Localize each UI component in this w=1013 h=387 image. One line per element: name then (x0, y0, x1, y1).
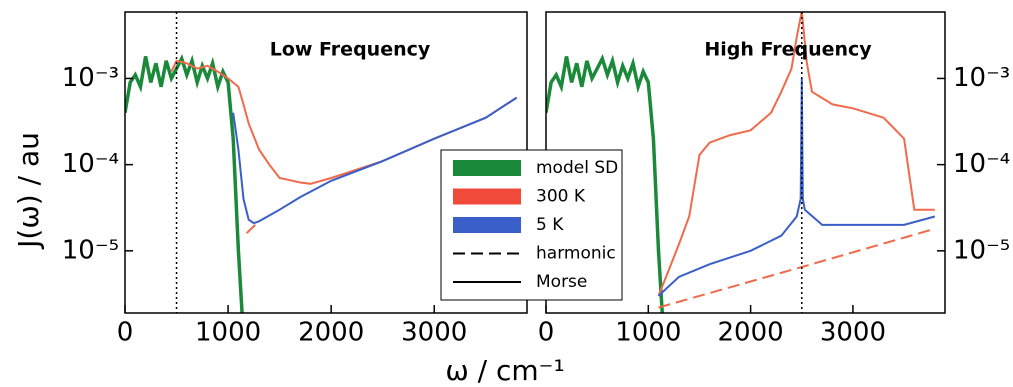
x-tick-label: 0 (538, 318, 555, 348)
y-tick-label: 10⁻³ (62, 63, 119, 93)
series-line (232, 96, 518, 225)
x-tick-label: 1000 (615, 318, 681, 348)
series-line (657, 78, 936, 297)
x-tick-label: 0 (117, 318, 134, 348)
legend-label: model SD (536, 158, 618, 178)
panel-title: High Frequency (704, 39, 872, 61)
y-tick-label: 10⁻⁵ (953, 235, 1010, 265)
x-tick-label: 3000 (401, 318, 467, 348)
x-tick-label: 2000 (298, 318, 364, 348)
plot-area (125, 54, 518, 313)
y-axis-label: J(ω) / au (12, 132, 45, 250)
legend-swatch (453, 188, 521, 205)
x-tick-label: 2000 (718, 318, 784, 348)
legend-label: harmonic (536, 244, 616, 264)
legend-label: 300 K (536, 187, 586, 207)
series-line (546, 53, 665, 313)
series-line (657, 12, 935, 297)
x-axis-label: ω / cm⁻¹ (445, 354, 564, 387)
y-tick-label: 10⁻⁴ (953, 149, 1010, 179)
legend-swatch (453, 160, 521, 176)
legend-label: 5 K (536, 215, 564, 235)
x-tick-label: 1000 (195, 318, 261, 348)
legend-label: Morse (536, 272, 587, 292)
y-tick-label: 10⁻⁴ (62, 149, 119, 179)
x-tick-label: 3000 (820, 318, 886, 348)
series-line (245, 220, 260, 234)
series-line (125, 54, 244, 313)
legend-swatch (453, 217, 521, 233)
panel-title: Low Frequency (270, 39, 431, 61)
y-tick-label: 10⁻³ (953, 63, 1010, 93)
y-tick-label: 10⁻⁵ (62, 235, 119, 265)
